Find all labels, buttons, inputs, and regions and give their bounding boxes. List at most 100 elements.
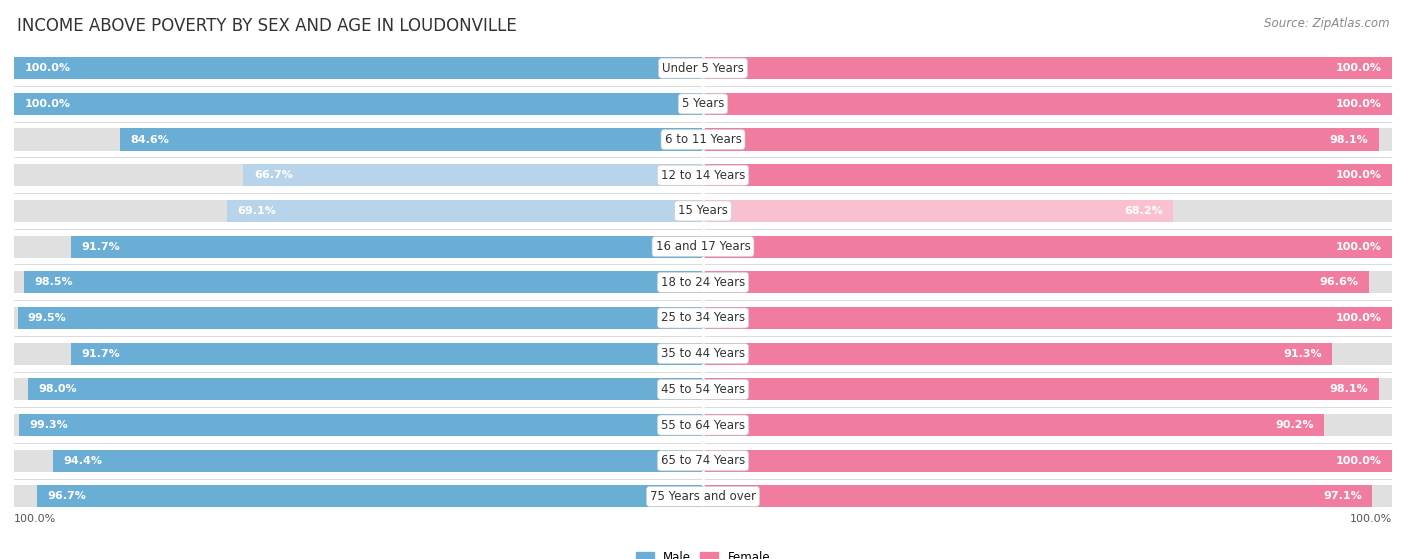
Bar (703, 414, 1392, 436)
Bar (703, 93, 1392, 115)
Bar (703, 414, 1324, 436)
Bar (14, 414, 703, 436)
Bar (703, 235, 1392, 258)
Bar (28, 378, 703, 400)
Text: 100.0%: 100.0% (1336, 63, 1382, 73)
Text: 97.1%: 97.1% (1323, 491, 1361, 501)
Bar (72, 343, 703, 364)
Bar (14, 449, 703, 472)
Text: 91.3%: 91.3% (1284, 349, 1322, 359)
Text: 100.0%: 100.0% (24, 99, 70, 109)
Text: 75 Years and over: 75 Years and over (650, 490, 756, 503)
Bar (14, 193, 1392, 229)
Bar (703, 200, 1392, 222)
Bar (14, 122, 1392, 158)
Text: 99.3%: 99.3% (30, 420, 67, 430)
Text: 100.0%: 100.0% (1336, 241, 1382, 252)
Bar (37, 485, 703, 508)
Bar (703, 235, 1392, 258)
Text: 100.0%: 100.0% (1336, 99, 1382, 109)
Bar (703, 164, 1392, 186)
Bar (14, 372, 1392, 407)
Bar (52, 449, 703, 472)
Bar (14, 158, 1392, 193)
Bar (703, 449, 1392, 472)
Bar (703, 271, 1368, 293)
Text: 15 Years: 15 Years (678, 205, 728, 217)
Bar (18, 414, 703, 436)
Bar (14, 378, 703, 400)
Text: 16 and 17 Years: 16 and 17 Years (655, 240, 751, 253)
Text: 100.0%: 100.0% (24, 63, 70, 73)
Bar (703, 343, 1331, 364)
Bar (14, 485, 703, 508)
Bar (703, 343, 1392, 364)
Text: Source: ZipAtlas.com: Source: ZipAtlas.com (1264, 17, 1389, 30)
Text: 12 to 14 Years: 12 to 14 Years (661, 169, 745, 182)
Text: 100.0%: 100.0% (1336, 456, 1382, 466)
Bar (14, 164, 703, 186)
Text: 5 Years: 5 Years (682, 97, 724, 110)
Bar (14, 129, 703, 150)
Bar (703, 307, 1392, 329)
Text: 94.4%: 94.4% (63, 456, 103, 466)
Bar (703, 378, 1392, 400)
Bar (703, 129, 1392, 150)
Text: 100.0%: 100.0% (1336, 170, 1382, 180)
Text: 18 to 24 Years: 18 to 24 Years (661, 276, 745, 289)
Bar (14, 300, 1392, 336)
Bar (703, 129, 1379, 150)
Bar (14, 235, 703, 258)
Text: 100.0%: 100.0% (1336, 313, 1382, 323)
Bar (24, 271, 703, 293)
Bar (14, 271, 703, 293)
Bar (14, 50, 1392, 86)
Text: 90.2%: 90.2% (1275, 420, 1315, 430)
Text: 98.0%: 98.0% (38, 385, 77, 394)
Bar (14, 443, 1392, 479)
Text: 84.6%: 84.6% (131, 135, 169, 145)
Text: 66.7%: 66.7% (254, 170, 292, 180)
Text: 98.1%: 98.1% (1330, 385, 1368, 394)
Bar (703, 485, 1372, 508)
Text: INCOME ABOVE POVERTY BY SEX AND AGE IN LOUDONVILLE: INCOME ABOVE POVERTY BY SEX AND AGE IN L… (17, 17, 516, 35)
Bar (120, 129, 703, 150)
Legend: Male, Female: Male, Female (631, 546, 775, 559)
Bar (14, 264, 1392, 300)
Bar (14, 307, 703, 329)
Bar (703, 57, 1392, 79)
Bar (243, 164, 703, 186)
Bar (14, 200, 703, 222)
Bar (226, 200, 703, 222)
Text: 25 to 34 Years: 25 to 34 Years (661, 311, 745, 324)
Bar (703, 307, 1392, 329)
Bar (703, 378, 1379, 400)
Bar (703, 93, 1392, 115)
Bar (72, 235, 703, 258)
Bar (14, 93, 703, 115)
Bar (14, 57, 703, 79)
Text: 45 to 54 Years: 45 to 54 Years (661, 383, 745, 396)
Bar (14, 86, 1392, 122)
Text: 55 to 64 Years: 55 to 64 Years (661, 419, 745, 432)
Bar (14, 57, 703, 79)
Bar (14, 336, 1392, 372)
Bar (14, 343, 703, 364)
Bar (703, 449, 1392, 472)
Text: 100.0%: 100.0% (1350, 514, 1392, 524)
Bar (703, 485, 1392, 508)
Text: 65 to 74 Years: 65 to 74 Years (661, 454, 745, 467)
Bar (14, 229, 1392, 264)
Text: 96.6%: 96.6% (1319, 277, 1358, 287)
Bar (703, 271, 1392, 293)
Text: 6 to 11 Years: 6 to 11 Years (665, 133, 741, 146)
Bar (703, 57, 1392, 79)
Bar (14, 407, 1392, 443)
Text: 35 to 44 Years: 35 to 44 Years (661, 347, 745, 360)
Bar (14, 479, 1392, 514)
Text: Under 5 Years: Under 5 Years (662, 61, 744, 75)
Bar (17, 307, 703, 329)
Text: 98.1%: 98.1% (1330, 135, 1368, 145)
Text: 96.7%: 96.7% (48, 491, 86, 501)
Text: 99.5%: 99.5% (28, 313, 66, 323)
